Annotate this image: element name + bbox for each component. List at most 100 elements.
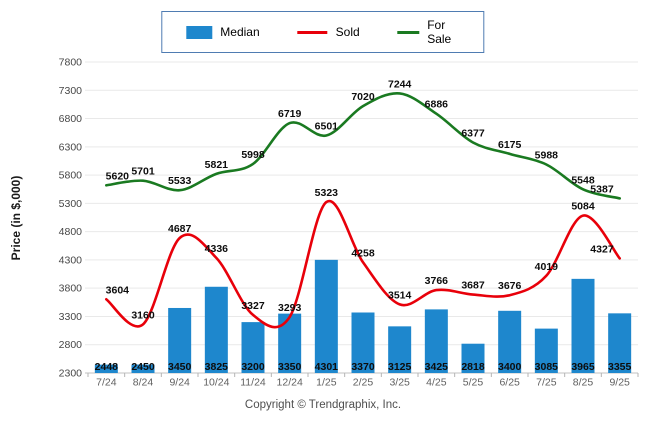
median-bar: [424, 309, 448, 373]
forsale-value-label: 5998: [241, 149, 265, 161]
median-bar: [168, 307, 192, 373]
x-tick-label: 7/24: [96, 377, 117, 389]
median-value-label: 3370: [351, 361, 375, 373]
sold-value-label: 3604: [106, 284, 130, 296]
legend-label-sold: Sold: [335, 25, 360, 39]
chart-legend: Median Sold For Sale: [161, 11, 485, 53]
forsale-line: [105, 92, 621, 200]
sold-line-swatch-icon: [297, 30, 328, 34]
y-axis-title: Price (in $,000): [9, 176, 23, 261]
forsale-value-label: 5533: [168, 175, 192, 187]
forsale-line-swatch-icon: [397, 30, 420, 34]
forsale-value-label: 5821: [205, 159, 229, 171]
y-tick-label: 5800: [59, 170, 83, 182]
sold-value-label: 5323: [315, 187, 339, 199]
median-bar: [241, 322, 265, 373]
median-value-label: 4301: [315, 361, 339, 373]
y-tick-label: 3800: [59, 283, 83, 295]
x-tick-label: 10/24: [203, 377, 229, 389]
copyright-text: Copyright © Trendgraphix, Inc.: [244, 399, 402, 411]
forsale-value-label: 6886: [425, 99, 449, 111]
median-bar-swatch-icon: [186, 25, 213, 39]
median-value-label: 2450: [131, 361, 155, 373]
median-value-label: 3125: [388, 361, 412, 373]
legend-item-sold: Sold: [297, 25, 360, 39]
sold-line: [105, 199, 621, 329]
x-tick-label: 7/25: [536, 377, 557, 389]
forsale-value-label: 5548: [571, 174, 595, 186]
y-tick-label: 7300: [59, 85, 83, 97]
median-value-label: 3425: [425, 361, 449, 373]
y-tick-label: 5300: [59, 198, 83, 210]
y-tick-label: 4800: [59, 226, 83, 238]
median-bar: [278, 313, 302, 373]
forsale-value-label: 7244: [388, 78, 412, 90]
x-tick-label: 6/25: [499, 377, 520, 389]
x-tick-label: 5/25: [463, 377, 484, 389]
median-value-label: 3825: [205, 361, 229, 373]
median-bar: [131, 364, 155, 373]
x-tick-label: 8/24: [133, 377, 154, 389]
legend-item-median: Median: [186, 25, 260, 39]
median-bar: [388, 326, 412, 373]
x-tick-label: 12/24: [277, 377, 303, 389]
median-value-label: 2818: [461, 361, 485, 373]
median-value-label: 3200: [241, 361, 265, 373]
sold-value-label: 3676: [498, 280, 522, 292]
sold-value-label: 3514: [388, 289, 412, 301]
sold-value-label: 4336: [205, 243, 229, 255]
forsale-value-label: 6175: [498, 139, 522, 151]
x-tick-label: 1/25: [316, 377, 337, 389]
y-tick-label: 3300: [59, 311, 83, 323]
forsale-value-label: 5387: [590, 183, 614, 195]
y-tick-label: 7800: [59, 57, 83, 69]
y-tick-label: 6800: [59, 113, 83, 125]
x-tick-label: 2/25: [353, 377, 374, 389]
forsale-value-label: 6719: [278, 108, 302, 120]
median-value-label: 3350: [278, 361, 302, 373]
forsale-value-label: 5620: [106, 170, 130, 182]
sold-value-label: 3327: [241, 300, 265, 312]
x-tick-label: 9/24: [169, 377, 190, 389]
sold-value-label: 3687: [461, 280, 485, 292]
median-value-label: 2448: [95, 361, 119, 373]
y-tick-label: 6300: [59, 141, 83, 153]
x-tick-label: 9/25: [609, 377, 630, 389]
median-bar: [94, 364, 118, 373]
median-bar: [571, 278, 595, 373]
sold-value-label: 4258: [351, 247, 375, 259]
median-bar: [461, 343, 485, 373]
forsale-value-label: 5988: [535, 149, 559, 161]
median-value-label: 3400: [498, 361, 522, 373]
median-value-label: 3355: [608, 361, 632, 373]
median-bar: [314, 259, 338, 373]
median-bar: [608, 313, 632, 373]
median-value-label: 3085: [535, 361, 559, 373]
sold-value-label: 3160: [131, 309, 155, 321]
y-tick-label: 2800: [59, 339, 83, 351]
x-tick-label: 4/25: [426, 377, 447, 389]
sold-value-label: 3293: [278, 302, 302, 314]
median-bar: [204, 286, 228, 373]
forsale-value-label: 7020: [351, 91, 375, 103]
y-tick-label: 2300: [59, 368, 83, 380]
forsale-value-label: 5701: [131, 166, 155, 178]
forsale-value-label: 6377: [461, 127, 485, 139]
median-bar: [534, 328, 558, 373]
median-bar: [351, 312, 375, 373]
sold-value-label: 3766: [425, 275, 449, 287]
median-value-label: 3965: [571, 361, 595, 373]
median-value-label: 3450: [168, 361, 192, 373]
legend-label-forsale: For Sale: [427, 18, 452, 46]
y-tick-label: 4300: [59, 254, 83, 266]
sold-value-label: 4019: [535, 261, 559, 273]
sold-value-label: 4327: [590, 243, 614, 255]
legend-label-median: Median: [220, 25, 260, 39]
legend-item-forsale: For Sale: [397, 18, 460, 46]
forsale-value-label: 6501: [315, 120, 339, 132]
sold-value-label: 5084: [571, 201, 595, 213]
x-tick-label: 11/24: [240, 377, 266, 389]
median-bar: [498, 310, 522, 373]
